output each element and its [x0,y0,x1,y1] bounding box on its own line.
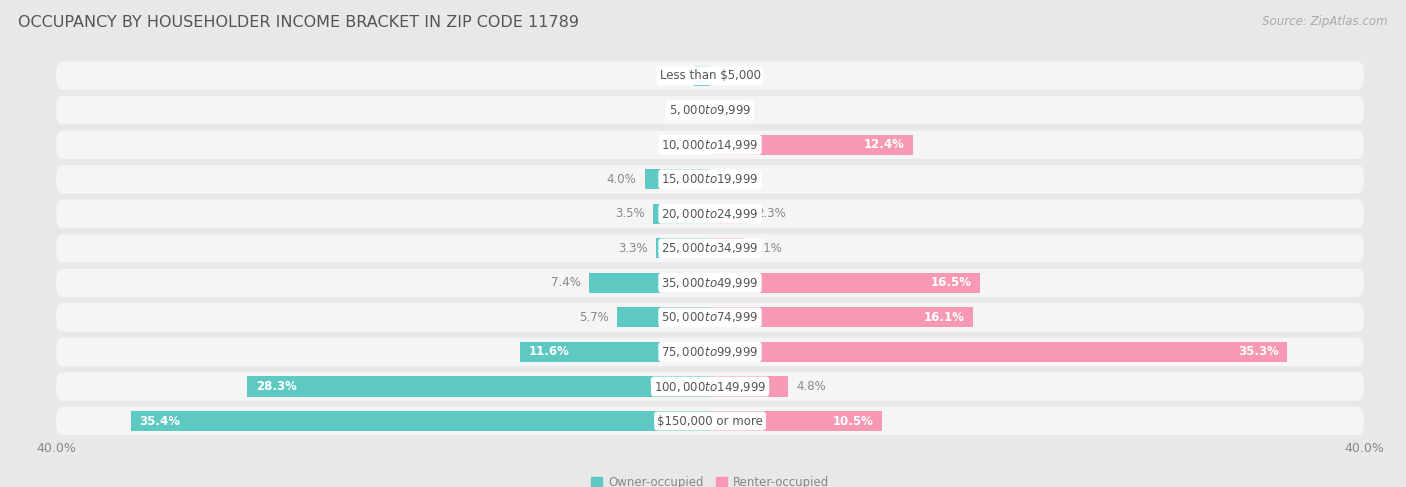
Text: $20,000 to $24,999: $20,000 to $24,999 [661,207,759,221]
Bar [693,66,710,86]
FancyBboxPatch shape [56,338,1364,366]
FancyBboxPatch shape [56,131,1364,159]
FancyBboxPatch shape [56,165,1364,193]
Bar [710,376,789,396]
Bar [589,273,710,293]
Text: OCCUPANCY BY HOUSEHOLDER INCOME BRACKET IN ZIP CODE 11789: OCCUPANCY BY HOUSEHOLDER INCOME BRACKET … [18,15,579,30]
Text: 35.4%: 35.4% [139,414,180,428]
Text: $5,000 to $9,999: $5,000 to $9,999 [669,103,751,117]
FancyBboxPatch shape [56,303,1364,332]
Text: 7.4%: 7.4% [551,277,581,289]
FancyBboxPatch shape [56,407,1364,435]
Text: 11.6%: 11.6% [529,345,569,358]
Bar [710,204,748,224]
FancyBboxPatch shape [56,269,1364,297]
Text: 5.7%: 5.7% [579,311,609,324]
Bar [657,238,710,259]
Text: $75,000 to $99,999: $75,000 to $99,999 [661,345,759,359]
Text: 3.5%: 3.5% [614,207,644,220]
Text: 10.5%: 10.5% [832,414,873,428]
FancyBboxPatch shape [56,200,1364,228]
Bar [710,135,912,155]
FancyBboxPatch shape [56,373,1364,401]
Text: 12.4%: 12.4% [863,138,904,151]
Text: $150,000 or more: $150,000 or more [657,414,763,428]
Bar [520,342,710,362]
Bar [710,238,744,259]
Bar [710,342,1286,362]
Text: 4.0%: 4.0% [607,173,637,186]
Text: Less than $5,000: Less than $5,000 [659,69,761,82]
Text: $100,000 to $149,999: $100,000 to $149,999 [654,379,766,393]
Bar [617,307,710,327]
Bar [247,376,710,396]
Text: 28.3%: 28.3% [256,380,297,393]
Text: 35.3%: 35.3% [1237,345,1279,358]
Text: 3.3%: 3.3% [619,242,648,255]
Bar [710,307,973,327]
Text: 1.0%: 1.0% [655,69,686,82]
Text: 16.5%: 16.5% [931,277,972,289]
Bar [652,204,710,224]
Text: 2.3%: 2.3% [756,207,786,220]
Bar [131,411,710,431]
Text: 16.1%: 16.1% [924,311,965,324]
Text: 2.1%: 2.1% [752,242,782,255]
Bar [644,169,710,189]
FancyBboxPatch shape [56,234,1364,262]
FancyBboxPatch shape [56,61,1364,90]
FancyBboxPatch shape [56,96,1364,124]
Legend: Owner-occupied, Renter-occupied: Owner-occupied, Renter-occupied [591,476,830,487]
Text: $10,000 to $14,999: $10,000 to $14,999 [661,138,759,152]
Text: $15,000 to $19,999: $15,000 to $19,999 [661,172,759,187]
Text: $25,000 to $34,999: $25,000 to $34,999 [661,242,759,255]
Text: $50,000 to $74,999: $50,000 to $74,999 [661,310,759,324]
Bar [710,273,980,293]
Text: $35,000 to $49,999: $35,000 to $49,999 [661,276,759,290]
Bar [710,411,882,431]
Text: 4.8%: 4.8% [797,380,827,393]
Text: Source: ZipAtlas.com: Source: ZipAtlas.com [1263,15,1388,28]
